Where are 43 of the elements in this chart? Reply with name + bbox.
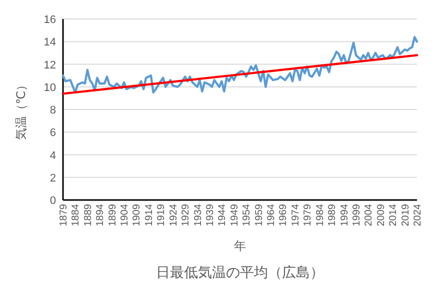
y-tick-label: 6 xyxy=(50,127,56,140)
y-tick-label: 4 xyxy=(50,150,56,162)
x-tick-label: 1954 xyxy=(242,204,253,226)
x-tick-label: 1944 xyxy=(217,204,228,226)
y-tick-label: 2 xyxy=(50,172,56,184)
y-tick-label: 14 xyxy=(44,36,56,49)
x-tick-label: 1939 xyxy=(204,204,216,226)
x-tick-label: 1879 xyxy=(58,204,70,226)
x-tick-label: 1894 xyxy=(95,204,106,226)
y-axis-title: 気温（℃） xyxy=(14,78,28,140)
x-tick-label: 1964 xyxy=(266,204,278,226)
y-tick-label: 12 xyxy=(44,59,56,72)
x-tick-label: 1899 xyxy=(107,204,118,226)
x-tick-label: 1929 xyxy=(180,204,192,226)
line-series xyxy=(62,36,418,94)
x-tick-label: 2019 xyxy=(400,204,412,226)
x-tick-label: 1979 xyxy=(302,204,314,226)
x-tick-label: 1909 xyxy=(132,204,143,226)
x-tick-label: 1924 xyxy=(168,204,180,226)
y-tick-label: 16 xyxy=(44,14,56,26)
x-tick-label: 1994 xyxy=(339,204,350,226)
x-axis-title: 年 xyxy=(234,239,246,253)
x-tick-label: 1884 xyxy=(70,204,82,226)
x-tick-label: 2024 xyxy=(412,204,424,226)
x-tick-label: 1989 xyxy=(327,204,338,226)
x-tick-label: 1959 xyxy=(254,204,265,226)
x-tick-label: 1969 xyxy=(278,204,290,226)
y-tick-label: 10 xyxy=(44,82,56,94)
x-tick-label: 2009 xyxy=(376,204,387,226)
y-tick-label: 0 xyxy=(50,195,56,207)
x-tick-label: 1934 xyxy=(192,204,204,226)
x-tick-label: 1974 xyxy=(290,204,302,226)
x-tick-label: 1949 xyxy=(229,204,240,226)
x-tick-label: 1999 xyxy=(351,204,362,226)
x-tick-label: 1984 xyxy=(314,204,326,226)
x-tick-label: 1889 xyxy=(82,204,94,226)
text: 日最低気温の平均（広島） xyxy=(156,264,324,280)
x-tick-label: 1914 xyxy=(144,204,155,226)
x-tick-label: 1919 xyxy=(156,204,168,226)
x-tick-label: 2014 xyxy=(388,204,400,226)
y-tick-label: 8 xyxy=(50,104,56,116)
x-tick-label: 1904 xyxy=(120,204,131,226)
x-tick-label: 2004 xyxy=(364,204,375,226)
